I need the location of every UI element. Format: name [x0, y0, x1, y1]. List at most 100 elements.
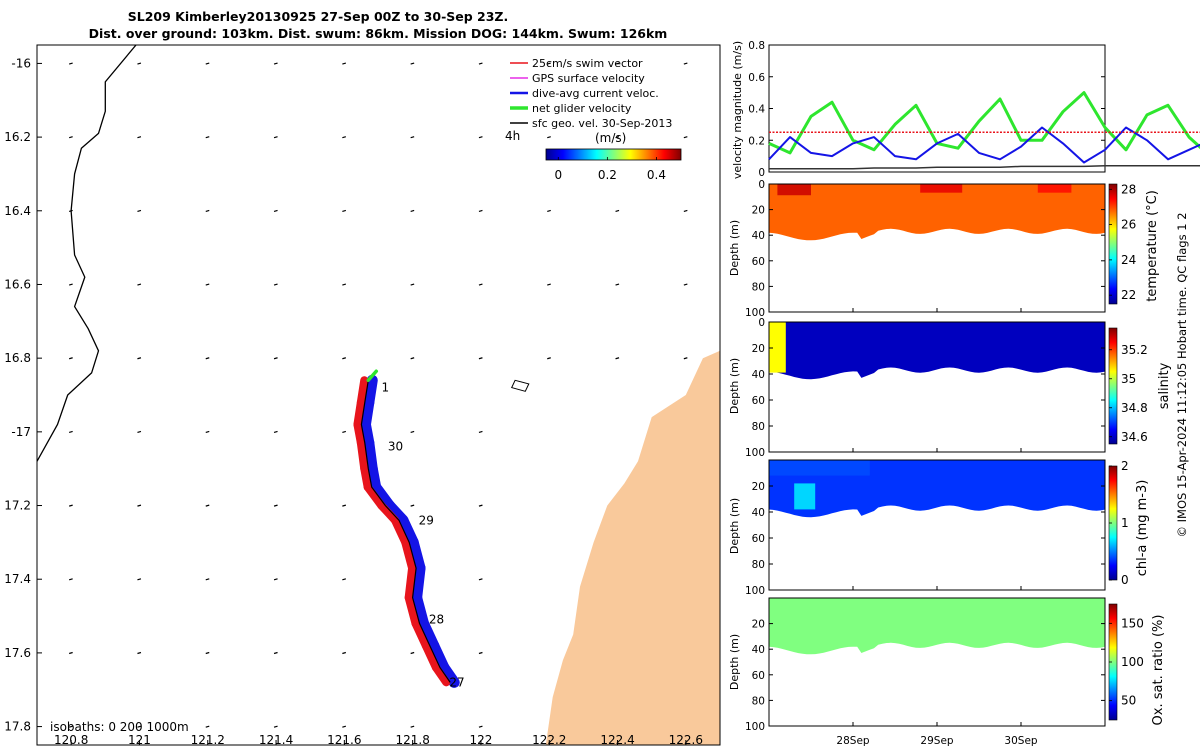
sfc-geo-arrow [68, 357, 73, 360]
velocity-series-line [768, 91, 1200, 155]
sfc-geo-arrow [68, 504, 73, 507]
sfc-geo-arrow [205, 504, 210, 507]
fresh-patch [769, 322, 786, 373]
sfc-geo-arrow [68, 136, 73, 139]
chlorophyll-axis: 20 40 60 80 100 [745, 481, 1105, 597]
sfc-geo-arrow [547, 357, 551, 360]
sfc-geo-arrow [205, 578, 210, 581]
day-label: 30 [388, 440, 403, 454]
sfc-geo-arrow [137, 651, 142, 655]
depth-tick-label: 20 [752, 481, 765, 493]
sfc-geo-arrow [410, 283, 415, 286]
swim-vector-segment [390, 516, 410, 547]
sfc-geo-arrow [410, 504, 415, 507]
chlorophyll-colorbar-ticks: 0 1 2 [1109, 459, 1129, 587]
map-y-tick-label: -17 [11, 425, 31, 439]
temperature-panel: 0 20 40 60 80 100 Depth (m) 22 24 26 28 temperat… [728, 179, 1160, 319]
depth-tick-label: 0 [758, 317, 765, 329]
sfc-geo-arrow [68, 578, 73, 581]
depth-tick-label: 40 [752, 369, 765, 381]
legend-sfc-geo: sfc geo. vel. 30-Sep-2013 [532, 117, 672, 130]
chlorophyll-patch [794, 483, 816, 510]
sfc-geo-arrow [410, 357, 415, 360]
depth-tick-label: 40 [752, 644, 765, 656]
sfc-geo-arrow [137, 357, 142, 360]
map-x-tick-label: 121.4 [259, 733, 293, 747]
map-x-tick-label: 122.4 [600, 733, 634, 747]
oxygen-panel: 20 40 60 80 100 Depth (m) 50 100 150 Ox. sat. … [728, 597, 1166, 733]
swim-vector-segment [411, 619, 430, 650]
sfc-geo-arrow [273, 430, 278, 434]
sfc-geo-arrow [273, 283, 278, 286]
map-x-tick-label: 121.2 [191, 733, 225, 747]
speed-colorbar [545, 148, 682, 161]
salinity-colorbar-label: salinity [1157, 362, 1172, 409]
salinity-panel: 0 20 40 60 80 100 Depth (m) 34.6 34.8 35 35.2 sa… [728, 317, 1172, 459]
speed-colorbar-tick-label: 0.2 [598, 168, 617, 182]
sfc-geo-arrow [342, 578, 347, 581]
title-line-1: SL209 Kimberley20130925 27-Sep 00Z to 30… [128, 9, 509, 24]
sfc-geo-arrow [683, 209, 688, 212]
temperature-section [769, 184, 1105, 241]
sfc-geo-arrow [342, 504, 347, 507]
colorbar-tick-label: 35.2 [1121, 343, 1148, 357]
depth-tick-label: 0 [758, 179, 765, 191]
chlorophyll-colorbar-label: chl-a (mg m-3) [1135, 480, 1150, 577]
swim-vector-segment [431, 663, 451, 687]
day-label: 28 [429, 613, 444, 627]
sfc-geo-arrow [68, 725, 73, 728]
salinity-axis: 0 20 40 60 80 100 [745, 317, 1105, 459]
sfc-geo-arrow [683, 357, 688, 360]
time-axis-labels: 28Sep 29Sep 30Sep [836, 735, 1037, 747]
day-label: 27 [449, 675, 464, 689]
isobath-label: isobaths: 0 200 1000m [50, 720, 189, 734]
depth-tick-label: 60 [752, 395, 765, 407]
day-label: 1 [382, 381, 390, 395]
sfc-geo-arrow [478, 578, 483, 581]
date-tick-label: 29Sep [920, 735, 953, 747]
sfc-geo-arrow [342, 651, 347, 655]
warm-patch [777, 184, 811, 196]
sfc-geo-arrow [137, 136, 142, 139]
depth-tick-label: 100 [745, 447, 765, 459]
velocity-y-tick-label: 0.4 [748, 104, 765, 116]
map-axes: 120.8 121 121.2 121.4 121.6 121.8 122 122.2 122.… [4, 56, 703, 747]
colorbar-tick-label: 100 [1121, 655, 1144, 669]
sfc-geo-arrow [137, 578, 142, 581]
sfc-geo-arrow [273, 357, 278, 360]
island [510, 379, 530, 392]
swim-vector-segment [356, 438, 369, 473]
colorbar-tick-label: 26 [1121, 218, 1136, 232]
date-tick-label: 30Sep [1004, 735, 1037, 747]
oxygen-colorbar-label: Ox. sat. ratio (%) [1151, 615, 1166, 726]
map-y-tick-label: 16.6 [4, 277, 31, 291]
sfc-geo-arrow [683, 62, 688, 65]
swim-vector-segment [421, 641, 440, 672]
sfc-geo-arrow [615, 209, 620, 212]
dive-current-segment [438, 662, 460, 688]
sfc-geo-arrow [478, 430, 483, 434]
sfc-geo-arrow [547, 283, 551, 286]
sfc-geo-arrow [410, 209, 415, 212]
day-labels: 1 30 29 28 27 [382, 381, 465, 690]
sfc-geo-arrow [68, 651, 73, 655]
chlorophyll-ylabel: Depth (m) [728, 498, 741, 554]
depth-tick-label: 80 [752, 421, 765, 433]
map-y-tick-label: 17.4 [4, 572, 31, 586]
depth-tick-label: 100 [745, 721, 765, 733]
date-tick-label: 28Sep [836, 735, 869, 747]
colorbar-tick-label: 50 [1121, 694, 1136, 708]
map-y-tick-label: 16.8 [4, 351, 31, 365]
colorbar-tick-label: 34.6 [1121, 430, 1148, 444]
sfc-geo-arrow [273, 651, 278, 655]
colorbar-tick-label: 22 [1121, 288, 1136, 302]
section-fill [769, 184, 1105, 241]
sfc-geo-arrow [410, 136, 415, 139]
sfc-geo-arrow [683, 283, 688, 286]
colorbar-title: (m/s) [595, 131, 626, 145]
sfc-geo-arrow [615, 283, 620, 286]
speed-colorbar-tick-label: 0.4 [647, 168, 666, 182]
depth-tick-label: 100 [745, 307, 765, 319]
warm-patch [1037, 184, 1072, 193]
